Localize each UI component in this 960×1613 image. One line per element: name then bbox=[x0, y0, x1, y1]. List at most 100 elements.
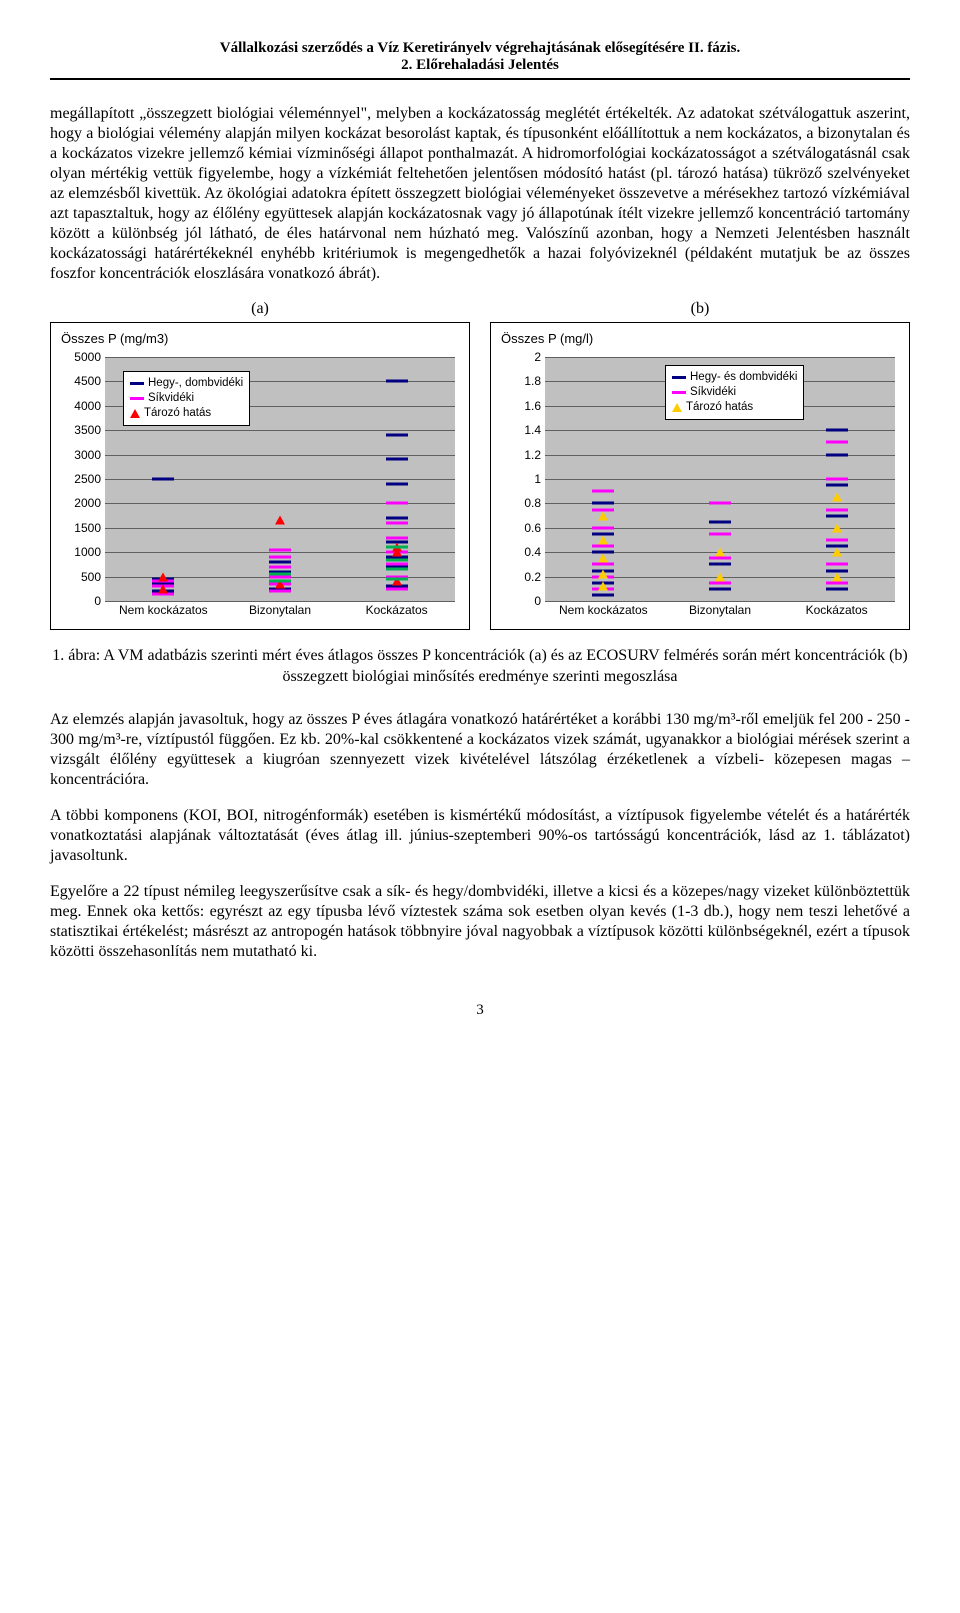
data-marker bbox=[598, 554, 608, 563]
chart-b-title: Összes P (mg/l) bbox=[501, 331, 899, 346]
data-marker bbox=[709, 581, 731, 584]
plot-area: 0500100015002000250030003500400045005000… bbox=[105, 357, 455, 601]
y-tick-label: 3000 bbox=[74, 448, 101, 462]
data-marker bbox=[386, 558, 408, 561]
y-tick-label: 1.8 bbox=[524, 374, 541, 388]
data-marker bbox=[598, 511, 608, 520]
legend: Hegy-, dombvidékiSíkvidékiTározó hatás bbox=[123, 371, 250, 426]
data-marker bbox=[826, 508, 848, 511]
data-marker bbox=[386, 380, 408, 383]
paragraph-1: megállapított „összegzett biológiai véle… bbox=[50, 104, 910, 284]
data-marker bbox=[826, 478, 848, 481]
legend-row: Síkvidéki bbox=[672, 385, 797, 400]
paragraph-3: A többi komponens (KOI, BOI, nitrogénfor… bbox=[50, 806, 910, 866]
legend-label: Hegy-, dombvidéki bbox=[148, 376, 243, 391]
data-marker bbox=[158, 572, 168, 581]
data-marker bbox=[386, 517, 408, 520]
y-tick-label: 5000 bbox=[74, 350, 101, 364]
y-tick-label: 1.4 bbox=[524, 423, 541, 437]
data-marker bbox=[826, 429, 848, 432]
legend-row: Tározó hatás bbox=[672, 400, 797, 415]
x-cat-label: Bizonytalan bbox=[689, 603, 751, 617]
data-marker bbox=[386, 563, 408, 566]
gridline bbox=[105, 601, 455, 602]
data-marker bbox=[832, 572, 842, 581]
y-tick-label: 0.8 bbox=[524, 496, 541, 510]
figure-caption: 1. ábra: A VM adatbázis szerinti mért év… bbox=[50, 646, 910, 688]
data-marker bbox=[386, 482, 408, 485]
data-marker bbox=[386, 536, 408, 539]
x-cat-label: Bizonytalan bbox=[249, 603, 311, 617]
data-marker bbox=[386, 587, 408, 590]
data-marker bbox=[709, 563, 731, 566]
legend-label: Tározó hatás bbox=[144, 406, 211, 421]
y-tick-label: 1 bbox=[534, 472, 541, 486]
data-marker bbox=[386, 458, 408, 461]
legend-swatch bbox=[130, 409, 140, 418]
y-tick-label: 0.6 bbox=[524, 521, 541, 535]
y-tick-label: 1.6 bbox=[524, 399, 541, 413]
data-marker bbox=[158, 584, 168, 593]
legend-label: Síkvidéki bbox=[148, 391, 194, 406]
data-marker bbox=[386, 434, 408, 437]
header-line2: 2. Előrehaladási Jelentés bbox=[50, 57, 910, 74]
data-marker bbox=[386, 568, 408, 571]
legend-row: Síkvidéki bbox=[130, 391, 243, 406]
data-marker bbox=[386, 578, 408, 581]
x-cat-label: Nem kockázatos bbox=[559, 603, 648, 617]
data-marker bbox=[592, 563, 614, 566]
data-marker bbox=[826, 514, 848, 517]
data-marker bbox=[826, 484, 848, 487]
data-marker bbox=[826, 453, 848, 456]
data-marker bbox=[269, 573, 291, 576]
chart-a-title: Összes P (mg/m3) bbox=[61, 331, 459, 346]
y-tick-label: 0.4 bbox=[524, 545, 541, 559]
y-tick-label: 3500 bbox=[74, 423, 101, 437]
y-tick-label: 1000 bbox=[74, 545, 101, 559]
page-header: Vállalkozási szerződés a Víz Keretiránye… bbox=[50, 40, 910, 80]
data-marker bbox=[269, 590, 291, 593]
data-marker bbox=[269, 560, 291, 563]
data-marker bbox=[598, 582, 608, 591]
data-marker bbox=[386, 546, 408, 549]
y-tick-label: 0 bbox=[94, 594, 101, 608]
y-tick-label: 2000 bbox=[74, 496, 101, 510]
data-marker bbox=[832, 548, 842, 557]
data-marker bbox=[709, 502, 731, 505]
data-marker bbox=[709, 557, 731, 560]
legend-swatch bbox=[130, 382, 144, 385]
legend-swatch bbox=[672, 403, 682, 412]
legend-row: Hegy-, dombvidéki bbox=[130, 376, 243, 391]
data-marker bbox=[386, 521, 408, 524]
y-tick-label: 1500 bbox=[74, 521, 101, 535]
data-marker bbox=[709, 587, 731, 590]
gridline bbox=[545, 357, 895, 358]
chart-a-label: (a) bbox=[50, 300, 470, 318]
data-marker bbox=[269, 580, 291, 583]
y-tick-label: 4500 bbox=[74, 374, 101, 388]
data-marker bbox=[592, 593, 614, 596]
y-tick-label: 0.2 bbox=[524, 570, 541, 584]
data-marker bbox=[592, 545, 614, 548]
chart-b-col: (b) Összes P (mg/l) 00.20.40.60.811.21.4… bbox=[490, 300, 910, 630]
legend-label: Síkvidéki bbox=[690, 385, 736, 400]
x-cat-label: Kockázatos bbox=[366, 603, 428, 617]
y-tick-label: 4000 bbox=[74, 399, 101, 413]
data-marker bbox=[386, 502, 408, 505]
data-marker bbox=[152, 478, 174, 481]
data-marker bbox=[715, 572, 725, 581]
data-marker bbox=[598, 570, 608, 579]
page-number: 3 bbox=[50, 1002, 910, 1019]
data-marker bbox=[598, 536, 608, 545]
data-marker bbox=[826, 441, 848, 444]
charts-row: (a) Összes P (mg/m3) 0500100015002000250… bbox=[50, 300, 910, 630]
data-marker bbox=[592, 526, 614, 529]
paragraph-4: Egyelőre a 22 típust némileg leegyszerűs… bbox=[50, 882, 910, 962]
plot-area: 00.20.40.60.811.21.41.61.82Nem kockázato… bbox=[545, 357, 895, 601]
gridline bbox=[105, 528, 455, 529]
data-marker bbox=[826, 587, 848, 590]
legend-swatch bbox=[130, 397, 144, 400]
data-marker bbox=[269, 548, 291, 551]
y-tick-label: 1.2 bbox=[524, 448, 541, 462]
data-marker bbox=[592, 490, 614, 493]
